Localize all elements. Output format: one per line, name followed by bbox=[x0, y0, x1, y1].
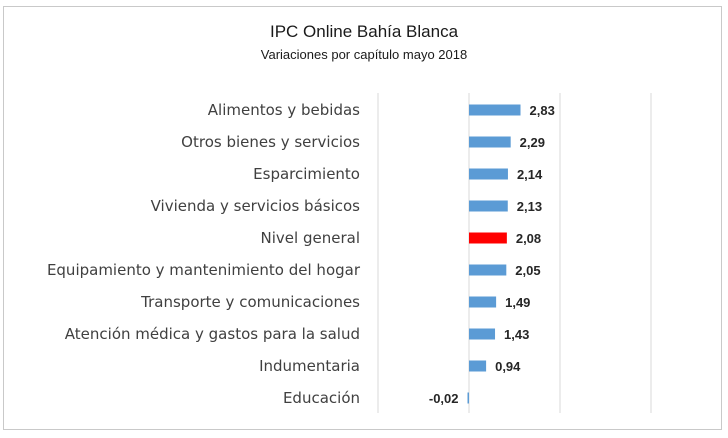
category-label-esparcimiento: Esparcimiento bbox=[253, 165, 360, 183]
value-label-otros-bienes-y-servicios: 2,29 bbox=[520, 135, 545, 150]
category-label-vivienda-y-servicios-basicos: Vivienda y servicios básicos bbox=[151, 197, 361, 215]
chart-frame bbox=[3, 6, 722, 430]
bar-otros-bienes-y-servicios bbox=[469, 136, 511, 148]
category-label-alimentos-y-bebidas: Alimentos y bebidas bbox=[208, 101, 360, 119]
bar-transporte-y-comunicaciones bbox=[469, 296, 497, 308]
category-label-atencion-medica-y-gastos-para-la-salud: Atención médica y gastos para la salud bbox=[65, 325, 360, 343]
bar-nivel-general bbox=[469, 232, 507, 244]
value-label-educacion: -0,02 bbox=[429, 391, 459, 406]
category-label-transporte-y-comunicaciones: Transporte y comunicaciones bbox=[140, 293, 360, 311]
category-label-indumentaria: Indumentaria bbox=[259, 357, 360, 375]
value-label-esparcimiento: 2,14 bbox=[517, 167, 543, 182]
value-label-indumentaria: 0,94 bbox=[495, 359, 521, 374]
chart-title: IPC Online Bahía Blanca bbox=[269, 22, 459, 41]
bar-equipamiento-y-mantenimiento-del-hogar bbox=[469, 264, 507, 276]
category-label-equipamiento-y-mantenimiento-del-hogar: Equipamiento y mantenimiento del hogar bbox=[47, 261, 361, 279]
bar-alimentos-y-bebidas bbox=[469, 104, 521, 116]
chart-subtitle: Variaciones por capítulo mayo 2018 bbox=[260, 47, 468, 62]
bars bbox=[467, 104, 521, 404]
bar-educacion bbox=[467, 392, 469, 404]
value-label-equipamiento-y-mantenimiento-del-hogar: 2,05 bbox=[515, 263, 540, 278]
value-label-alimentos-y-bebidas: 2,83 bbox=[530, 103, 555, 118]
value-label-nivel-general: 2,08 bbox=[516, 231, 541, 246]
bar-atencion-medica-y-gastos-para-la-salud bbox=[469, 328, 496, 340]
category-label-otros-bienes-y-servicios: Otros bienes y servicios bbox=[181, 133, 360, 151]
value-labels: 2,83 2,29 2,14 2,13 2,08 2,05 1,49 1,43 0,94 -0,0… bbox=[429, 103, 555, 406]
value-label-transporte-y-comunicaciones: 1,49 bbox=[505, 295, 530, 310]
category-label-educacion: Educación bbox=[283, 389, 360, 407]
bar-vivienda-y-servicios-basicos bbox=[469, 200, 508, 212]
value-label-atencion-medica-y-gastos-para-la-salud: 1,43 bbox=[504, 327, 529, 342]
bar-esparcimiento bbox=[469, 168, 508, 180]
category-label-nivel-general: Nivel general bbox=[261, 229, 360, 247]
bar-indumentaria bbox=[469, 360, 487, 372]
value-label-vivienda-y-servicios-basicos: 2,13 bbox=[517, 199, 542, 214]
category-labels: Alimentos y bebidas Otros bienes y servic… bbox=[47, 101, 361, 407]
